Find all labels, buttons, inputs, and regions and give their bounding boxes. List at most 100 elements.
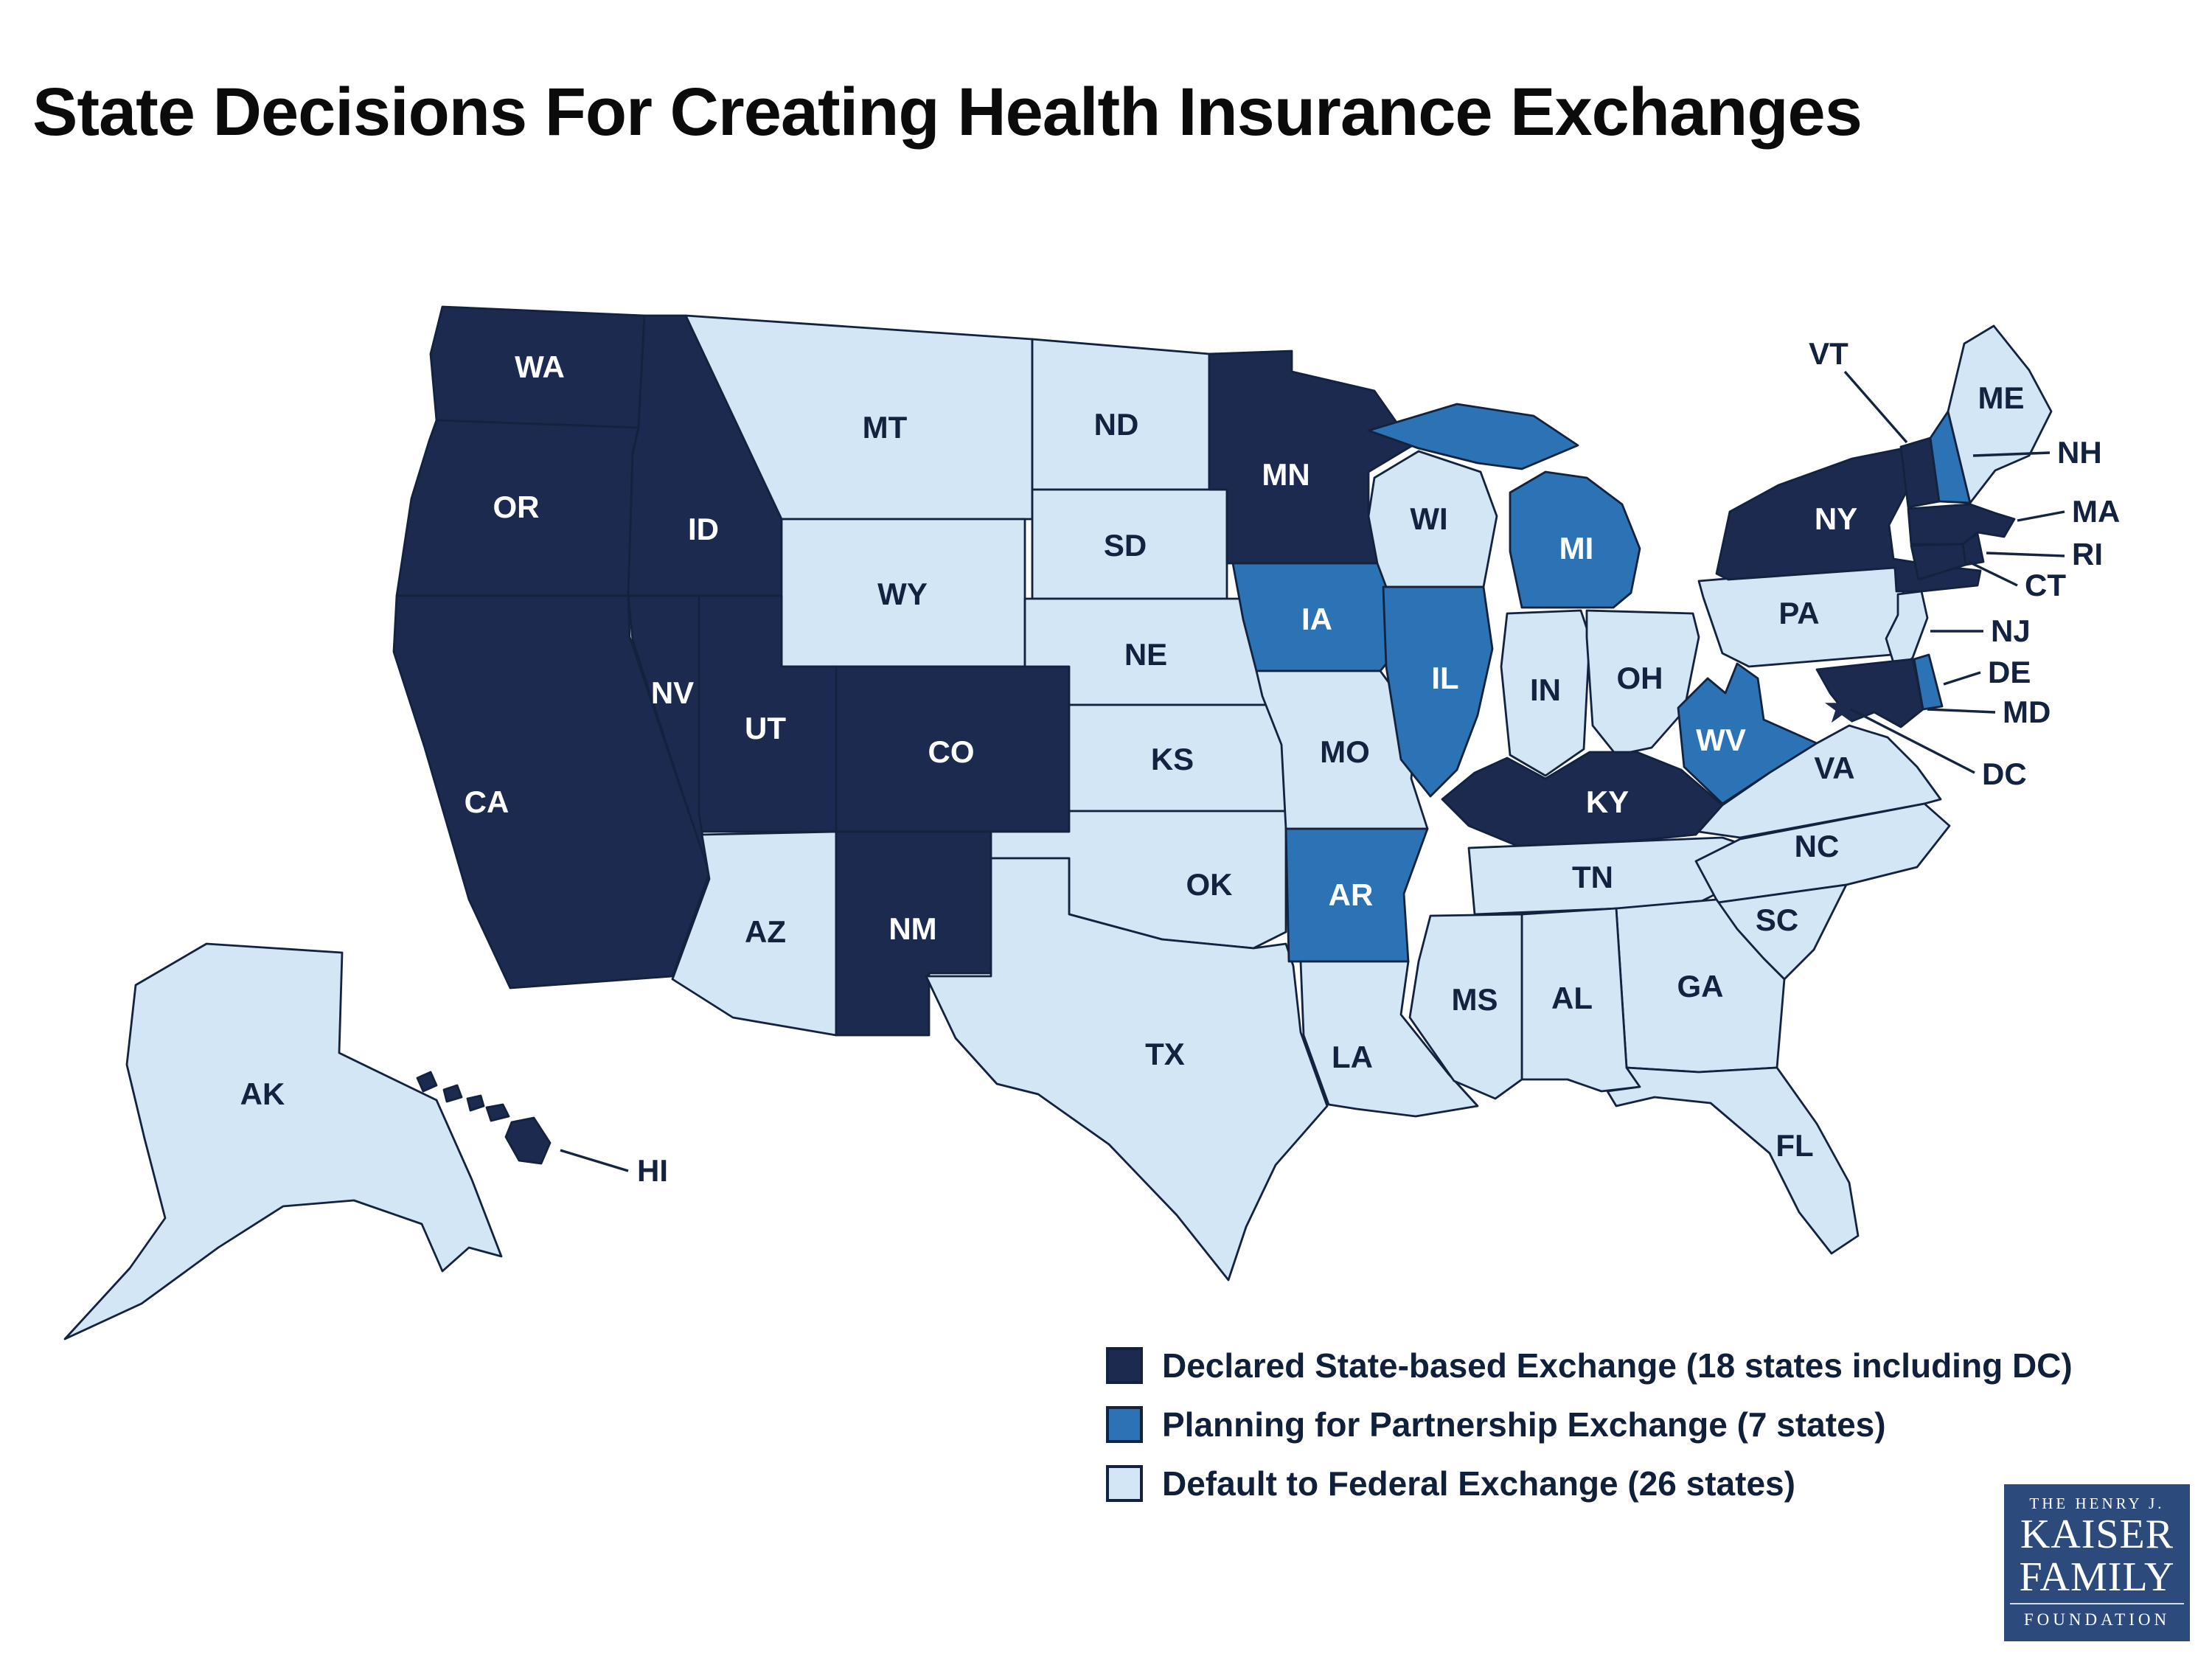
leader-dc: [1850, 708, 1975, 774]
state-label-ny: NY: [1815, 501, 1857, 536]
state-label-mt: MT: [863, 410, 908, 445]
kff-logo-line3: FAMILY: [2019, 1554, 2175, 1600]
state-fl: [1606, 1066, 1860, 1255]
state-shapes: [63, 305, 2053, 1340]
leader-ct: [1968, 560, 2018, 587]
leader-ma: [2017, 510, 2065, 522]
state-label-wi: WI: [1410, 501, 1447, 536]
state-hi-island-4: [485, 1103, 510, 1122]
state-label-nc: NC: [1795, 829, 1840, 863]
state-label-de: DE: [1988, 655, 2031, 689]
state-label-nm: NM: [888, 911, 936, 946]
state-label-mi: MI: [1559, 531, 1594, 566]
state-label-ia: IA: [1301, 602, 1332, 636]
state-label-mo: MO: [1320, 734, 1370, 769]
state-label-in: IN: [1530, 672, 1561, 707]
state-in: [1500, 609, 1591, 777]
state-label-ms: MS: [1452, 982, 1498, 1017]
kff-logo-line2: KAISER: [2020, 1512, 2174, 1557]
state-label-dc: DC: [1982, 757, 2027, 791]
state-ak: [63, 942, 503, 1340]
state-label-va: VA: [1814, 751, 1854, 785]
leader-hi: [560, 1149, 629, 1172]
state-labels: WA OR CA NV ID UT AZ MT WY CO NM ND SD N…: [240, 349, 2025, 1163]
state-mn: [1208, 349, 1414, 565]
leader-de: [1943, 671, 1981, 686]
state-ca: [392, 594, 711, 990]
legend-label-partnership: Planning for Partnership Exchange (7 sta…: [1162, 1405, 1886, 1444]
leader-md: [1927, 708, 1996, 714]
state-label-ar: AR: [1329, 877, 1374, 912]
state-label-tx: TX: [1145, 1037, 1185, 1071]
state-il: [1382, 585, 1494, 798]
leader-lines: [560, 370, 2065, 1172]
state-label-wv: WV: [1696, 723, 1746, 757]
legend-label-federal: Default to Federal Exchange (26 states): [1162, 1464, 1795, 1503]
kff-logo-line1: THE HENRY J.: [2029, 1495, 2165, 1512]
state-label-mn: MN: [1262, 457, 1310, 492]
state-label-ca: CA: [465, 785, 509, 819]
state-label-wa: WA: [515, 349, 565, 384]
state-label-ga: GA: [1677, 969, 1724, 1004]
state-label-md: MD: [2003, 695, 2051, 729]
state-label-pa: PA: [1778, 596, 1819, 630]
state-la: [1299, 960, 1479, 1118]
state-hi-island-1: [416, 1071, 438, 1093]
state-wv: [1677, 662, 1818, 805]
state-label-oh: OH: [1617, 661, 1663, 695]
kff-logo-line4: FOUNDATION: [2010, 1603, 2184, 1630]
state-ar: [1284, 827, 1429, 963]
state-label-nh: NH: [2057, 435, 2102, 470]
legend-row-state-based: Declared State-based Exchange (18 states…: [1106, 1336, 2073, 1395]
state-ms: [1408, 913, 1523, 1100]
state-label-tn: TN: [1572, 860, 1613, 894]
state-label-al: AL: [1551, 981, 1593, 1015]
state-label-ky: KY: [1586, 785, 1629, 819]
state-label-il: IL: [1431, 661, 1458, 695]
state-label-ne: NE: [1124, 637, 1167, 672]
state-label-fl: FL: [1775, 1128, 1813, 1163]
state-me: [1947, 324, 2053, 504]
legend-swatch-state-based: [1106, 1347, 1143, 1384]
state-mi-lower-peninsula: [1509, 470, 1641, 609]
leader-nh: [1972, 451, 2051, 457]
state-label-wy: WY: [877, 577, 928, 611]
legend-swatch-federal: [1106, 1465, 1143, 1502]
page-title: State Decisions For Creating Health Insu…: [32, 74, 1863, 150]
state-ky: [1441, 751, 1724, 848]
state-label-id: ID: [688, 512, 719, 546]
kff-logo: THE HENRY J. KAISER FAMILY FOUNDATION: [2004, 1484, 2190, 1641]
state-label-or: OR: [493, 490, 540, 524]
legend: Declared State-based Exchange (18 states…: [1106, 1336, 2073, 1513]
leader-vt: [1843, 370, 1908, 444]
state-label-ri: RI: [2072, 537, 2103, 571]
state-label-ak: AK: [240, 1077, 285, 1111]
state-label-la: LA: [1332, 1040, 1373, 1074]
outside-state-labels: VT NH MA RI CT NJ DE MD DC HI: [637, 336, 2120, 1188]
state-label-me: ME: [1978, 380, 2025, 415]
state-label-ok: OK: [1186, 867, 1233, 902]
state-label-nv: NV: [651, 675, 694, 710]
state-md: [1815, 658, 1924, 728]
legend-row-partnership: Planning for Partnership Exchange (7 sta…: [1106, 1395, 2073, 1454]
state-label-ct: CT: [2025, 568, 2066, 602]
state-oh: [1585, 609, 1700, 757]
state-ct: [1910, 543, 1967, 581]
state-mi-upper-peninsula: [1367, 403, 1579, 470]
legend-row-federal: Default to Federal Exchange (26 states): [1106, 1454, 2073, 1513]
state-label-ut: UT: [745, 711, 786, 745]
legend-label-state-based: Declared State-based Exchange (18 states…: [1162, 1346, 2073, 1385]
state-hi-island-5: [504, 1116, 552, 1165]
state-hi-island-3: [466, 1094, 485, 1112]
state-label-vt: VT: [1809, 336, 1848, 371]
state-label-co: CO: [928, 734, 975, 769]
state-hi-island-2: [442, 1084, 463, 1103]
state-label-ks: KS: [1151, 742, 1194, 776]
state-label-ma: MA: [2072, 494, 2120, 529]
leader-ri: [1986, 552, 2065, 557]
dc-star-icon: ★: [1822, 683, 1862, 732]
state-ma: [1907, 503, 2016, 546]
state-label-hi: HI: [637, 1153, 668, 1188]
state-label-az: AZ: [745, 914, 786, 949]
